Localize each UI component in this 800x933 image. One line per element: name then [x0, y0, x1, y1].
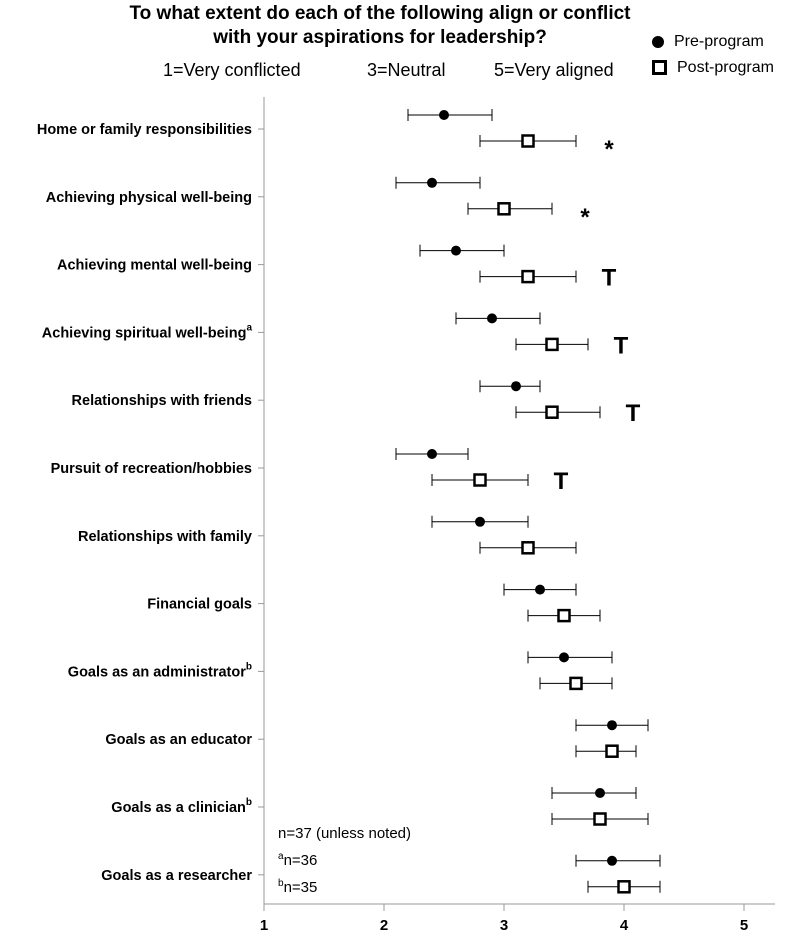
- category-label: Goals as a researcher: [101, 868, 252, 884]
- category-row-0: Home or family responsibilities *: [37, 109, 614, 163]
- category-row-4: Relationships with friends T: [72, 380, 641, 427]
- significance-marker: *: [604, 136, 614, 163]
- category-row-8: Goals as an administratorb: [68, 651, 613, 691]
- pre-program-point: [511, 381, 521, 392]
- post-program-point: [521, 541, 535, 555]
- category-label: Financial goals: [147, 597, 252, 613]
- post-program-point: [521, 269, 535, 284]
- sample-size-notes: n=37 (unless noted) an=36 bn=35: [278, 822, 411, 899]
- pre-program-point: [451, 245, 461, 256]
- significance-marker: T: [626, 400, 641, 427]
- note-n36: n=36: [283, 852, 318, 869]
- filled-circle-icon: [652, 35, 664, 48]
- scale-label-neutral: 3=Neutral: [367, 60, 446, 80]
- pre-program-point: [475, 516, 485, 527]
- category-label-superscript: b: [246, 661, 252, 672]
- note-line-2: an=36: [278, 845, 411, 872]
- category-row-11: Goals as a researcher: [101, 854, 661, 894]
- pre-program-point: [487, 313, 497, 324]
- post-program-point: [497, 202, 511, 216]
- chart-title-line-2: with your aspirations for leadership?: [213, 27, 547, 48]
- pre-program-point: [607, 855, 617, 866]
- legend-item-pre: Pre-program: [652, 33, 764, 51]
- chart-title-line-1: To what extent do each of the following …: [129, 3, 631, 24]
- category-row-2: Achieving mental well-being T: [57, 244, 617, 292]
- category-row-6: Relationships with family: [78, 515, 577, 555]
- category-label: Goals as a clinicianb: [111, 797, 252, 816]
- x-tick-label-3: 3: [500, 917, 508, 933]
- post-program-point: [545, 405, 559, 419]
- category-label-superscript: b: [246, 797, 252, 808]
- note-sup-b: b: [278, 878, 284, 889]
- post-program-point: [521, 134, 535, 148]
- pre-program-point: [595, 788, 605, 798]
- x-tick-label-4: 4: [620, 917, 629, 933]
- note-line-1: n=37 (unless noted): [278, 825, 412, 842]
- legend-label-post: Post-program: [677, 59, 774, 76]
- category-label: Relationships with family: [78, 529, 252, 545]
- category-row-3: Achieving spiritual well-beinga T: [42, 312, 629, 359]
- post-program-point: [473, 473, 487, 487]
- category-label-superscript: a: [246, 322, 252, 333]
- note-line-3: bn=35: [278, 872, 411, 899]
- legend-label-pre: Pre-program: [674, 33, 764, 50]
- post-program-point: [605, 744, 619, 758]
- significance-marker: T: [614, 332, 629, 359]
- pre-program-point: [439, 110, 449, 120]
- legend-item-post: Post-program: [652, 59, 774, 77]
- category-label: Pursuit of recreation/hobbies: [51, 461, 252, 477]
- significance-marker: *: [580, 204, 590, 231]
- category-label: Achieving physical well-being: [46, 190, 252, 206]
- category-row-7: Financial goals: [147, 583, 601, 623]
- category-label: Goals as an administratorb: [68, 661, 252, 680]
- post-program-point: [569, 676, 583, 691]
- post-program-point: [617, 880, 631, 894]
- category-row-1: Achieving physical well-being *: [46, 176, 590, 231]
- category-row-5: Pursuit of recreation/hobbies T: [51, 448, 569, 495]
- pre-program-point: [535, 584, 545, 595]
- x-tick-label-2: 2: [380, 917, 388, 933]
- note-sup-a: a: [278, 851, 284, 862]
- category-row-10: Goals as a clinicianb: [111, 787, 649, 826]
- post-program-point: [593, 812, 607, 826]
- x-tick-label-1: 1: [260, 917, 268, 933]
- pre-program-point: [607, 720, 617, 731]
- pre-program-point: [427, 449, 437, 459]
- category-label: Achieving mental well-being: [57, 258, 252, 274]
- scale-label-aligned: 5=Very aligned: [494, 60, 614, 80]
- note-n35: n=35: [283, 879, 318, 896]
- scale-label-conflicted: 1=Very conflicted: [163, 60, 301, 80]
- significance-marker: T: [602, 265, 617, 292]
- post-program-point: [545, 337, 559, 352]
- x-tick-label-5: 5: [740, 917, 748, 933]
- chart-title: To what extent do each of the following …: [0, 2, 760, 50]
- category-label: Achieving spiritual well-beinga: [42, 322, 253, 341]
- post-program-point: [557, 608, 571, 623]
- category-label: Home or family responsibilities: [37, 122, 252, 138]
- pre-program-point: [427, 177, 437, 188]
- category-label: Goals as an educator: [105, 732, 252, 748]
- pre-program-point: [559, 652, 569, 663]
- open-square-icon: [652, 60, 667, 76]
- significance-marker: T: [554, 468, 569, 495]
- category-label: Relationships with friends: [72, 393, 252, 409]
- category-row-9: Goals as an educator: [105, 719, 649, 758]
